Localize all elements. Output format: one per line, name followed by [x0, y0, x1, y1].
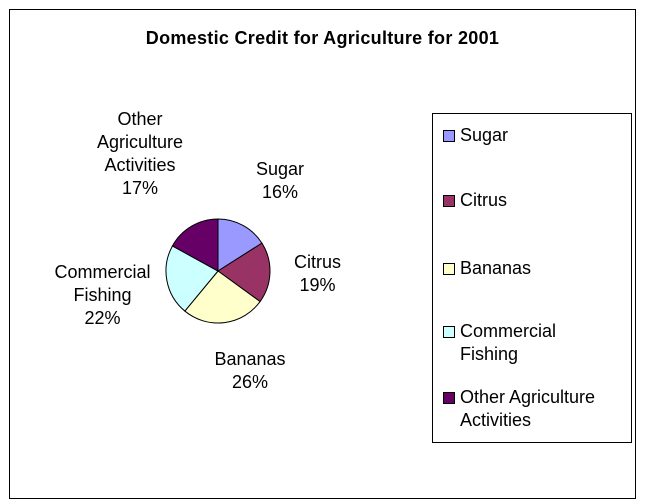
legend-swatch-citrus: [443, 195, 455, 207]
legend-label-sugar: Sugar: [460, 124, 508, 147]
slice-label-sugar-name: Sugar: [255, 159, 305, 179]
legend-item-other-agriculture: Other Agriculture Activities: [443, 386, 595, 432]
slice-label-fishing-line1: Commercial: [54, 262, 151, 282]
slice-label-citrus-name: Citrus: [293, 252, 341, 272]
pie-slice-commercial-fishing: [165, 245, 219, 312]
chart-title: Domestic Credit for Agriculture for 2001: [145, 28, 500, 48]
pie-slice-citrus: [217, 242, 271, 303]
slice-label-citrus-value: 19%: [299, 275, 336, 295]
legend-label-other-line1: Other Agriculture: [460, 387, 596, 407]
legend-label-fishing-line1: Commercial: [460, 321, 557, 341]
slice-label-sugar: Sugar 16%: [225, 158, 335, 204]
legend-label-sugar-line1: Sugar: [460, 125, 509, 145]
slice-label-sugar-value: 16%: [261, 182, 299, 202]
legend-label-other-line2: Activities: [460, 410, 532, 430]
legend-label-citrus-line1: Citrus: [460, 190, 508, 210]
legend-label-citrus: Citrus: [460, 189, 507, 212]
legend-item-sugar: Sugar: [443, 124, 508, 147]
pie-slice-other-agriculture-activities: [171, 218, 219, 272]
slice-label-other-agriculture: Other Agriculture Activities 17%: [70, 108, 210, 200]
legend-swatch-sugar: [443, 130, 455, 142]
slice-label-commercial-fishing: Commercial Fishing 22%: [40, 261, 165, 330]
legend-label-other-agriculture: Other Agriculture Activities: [460, 386, 595, 432]
pie-chart: [165, 218, 271, 324]
legend: Sugar Citrus Bananas Commercial Fishing …: [432, 113, 632, 443]
legend-swatch-commercial-fishing: [443, 326, 455, 338]
pie-slice-sugar: [217, 218, 263, 272]
legend-label-commercial-fishing: Commercial Fishing: [460, 320, 556, 366]
slice-label-citrus: Citrus 19%: [270, 251, 365, 297]
legend-label-bananas-line1: Bananas: [460, 258, 532, 278]
slice-label-other-line1: Other: [117, 109, 163, 129]
pie-slice-bananas: [184, 270, 261, 324]
legend-item-citrus: Citrus: [443, 189, 507, 212]
legend-label-fishing-line2: Fishing: [460, 344, 519, 364]
slice-label-fishing-line2: Fishing: [73, 285, 132, 305]
slice-label-other-value: 17%: [121, 178, 159, 198]
slice-label-bananas-value: 26%: [231, 372, 269, 392]
slice-label-fishing-value: 22%: [84, 308, 121, 328]
legend-swatch-other-agriculture: [443, 392, 455, 404]
legend-label-bananas: Bananas: [460, 257, 531, 280]
legend-item-commercial-fishing: Commercial Fishing: [443, 320, 556, 366]
slice-label-bananas-name: Bananas: [214, 349, 286, 369]
legend-item-bananas: Bananas: [443, 257, 531, 280]
slice-label-other-line2: Agriculture: [96, 132, 184, 152]
slice-label-other-line3: Activities: [104, 155, 176, 175]
legend-swatch-bananas: [443, 263, 455, 275]
slice-label-bananas: Bananas 26%: [190, 348, 310, 394]
